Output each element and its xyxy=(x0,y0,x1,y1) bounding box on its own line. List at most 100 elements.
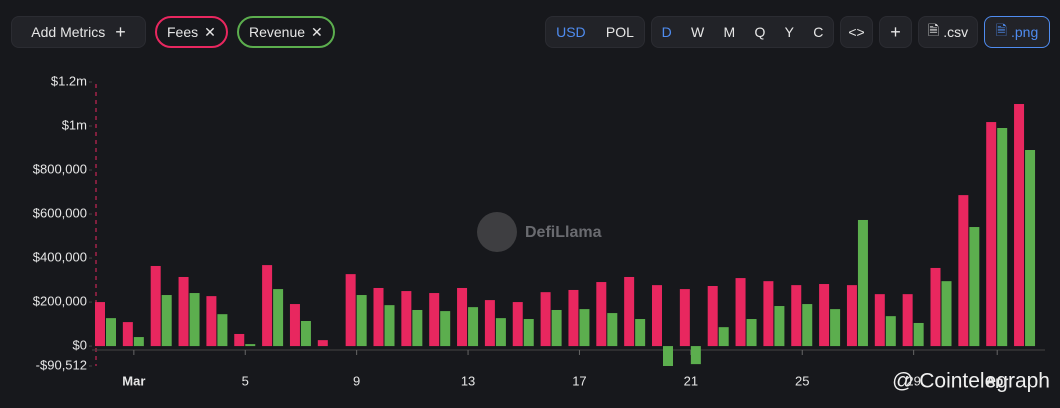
bar xyxy=(234,333,245,347)
bar xyxy=(373,287,384,347)
interval-button[interactable]: C xyxy=(813,24,824,40)
y-tick-label: $1.2m xyxy=(51,73,87,88)
bar xyxy=(1025,150,1036,347)
bar xyxy=(986,122,997,347)
legend-chip[interactable]: Fees ✕ xyxy=(155,16,228,48)
bar xyxy=(245,344,256,347)
bar xyxy=(495,318,506,347)
add-metrics-button[interactable]: Add Metrics + xyxy=(11,16,146,48)
x-tick-label: 9 xyxy=(353,373,360,388)
logo-circle xyxy=(477,212,517,252)
bar xyxy=(122,322,133,347)
bar xyxy=(568,289,579,347)
file-icon: 🗎 xyxy=(927,22,940,38)
bar xyxy=(774,306,785,347)
bar xyxy=(607,313,618,347)
bar xyxy=(206,296,217,347)
bar xyxy=(707,286,718,347)
label: + xyxy=(890,21,901,42)
bar xyxy=(345,274,356,347)
interval-button[interactable]: Q xyxy=(754,24,766,40)
bar xyxy=(690,346,701,365)
bar xyxy=(133,337,144,347)
bar xyxy=(289,304,300,347)
interval-button[interactable]: M xyxy=(723,24,736,40)
currency-button[interactable]: USD xyxy=(556,24,586,40)
x-tick-label: 29 xyxy=(906,373,920,388)
x-tick-label: Mar xyxy=(122,373,145,388)
bar xyxy=(468,307,479,347)
bar xyxy=(440,311,451,347)
label: .csv xyxy=(943,24,969,40)
bar xyxy=(846,285,857,347)
bar xyxy=(930,267,941,347)
bar xyxy=(874,294,885,347)
bar xyxy=(161,295,172,347)
interval-button[interactable]: Y xyxy=(784,24,794,40)
bar xyxy=(512,302,523,347)
bar xyxy=(663,346,673,366)
currency-button[interactable]: POL xyxy=(605,24,634,40)
y-tick-label: $0 xyxy=(73,338,87,353)
plus-icon: + xyxy=(115,21,126,42)
add-button[interactable]: + xyxy=(879,16,912,48)
x-tick-label: Apr xyxy=(986,373,1008,388)
bar xyxy=(356,295,367,347)
bar xyxy=(746,319,757,347)
bar xyxy=(523,319,534,347)
legend-label: Fees xyxy=(167,24,199,40)
legend-chip[interactable]: Revenue ✕ xyxy=(237,16,335,48)
file-icon: 🗎 xyxy=(995,22,1007,38)
bar xyxy=(412,309,423,347)
bar xyxy=(735,278,746,347)
x-tick-label: 21 xyxy=(684,373,698,388)
bar xyxy=(401,291,412,347)
bar xyxy=(802,304,813,347)
y-tick-label: $400,000 xyxy=(33,249,87,264)
bar xyxy=(300,320,311,347)
close-icon: ✕ xyxy=(311,23,323,40)
bar xyxy=(857,219,868,347)
bar xyxy=(596,282,607,347)
bar xyxy=(635,319,646,347)
interval-button[interactable]: W xyxy=(691,24,705,40)
bar xyxy=(902,294,913,347)
bar xyxy=(1014,104,1025,347)
bar xyxy=(941,281,952,347)
bar xyxy=(791,285,802,347)
bar xyxy=(106,318,116,347)
bar xyxy=(819,284,830,347)
bar xyxy=(679,289,690,347)
bar xyxy=(579,309,590,347)
bar xyxy=(885,316,896,347)
bar xyxy=(262,265,273,347)
csv-button[interactable]: 🗎 .csv xyxy=(918,16,978,48)
label: .png xyxy=(1011,24,1039,40)
bar xyxy=(457,287,468,347)
bar xyxy=(189,293,200,347)
bar xyxy=(763,281,774,347)
watermark: DefiLlama xyxy=(525,224,602,241)
bar xyxy=(830,309,841,347)
bar xyxy=(913,322,924,347)
watermark-logo xyxy=(477,212,517,252)
bar xyxy=(624,276,635,347)
legend-label: Revenue xyxy=(249,24,306,40)
y-tick-label: $200,000 xyxy=(33,294,87,309)
bar xyxy=(384,305,395,347)
y-tick-label: $800,000 xyxy=(33,161,87,176)
interval-group: D W M Q Y C xyxy=(651,16,834,48)
bar xyxy=(997,127,1008,347)
bar xyxy=(178,276,189,347)
interval-button[interactable]: D xyxy=(661,24,672,40)
bar xyxy=(540,292,551,347)
y-tick-label: $1m xyxy=(62,117,87,132)
png-button[interactable]: 🗎 .png xyxy=(984,16,1050,48)
bar xyxy=(429,293,440,347)
embed-button[interactable]: <> xyxy=(840,16,873,48)
bar xyxy=(95,302,105,347)
x-tick-label: 13 xyxy=(461,373,475,388)
toolbar: Add Metrics + Fees ✕ Revenue ✕ USD POL D W … xyxy=(0,0,1060,66)
label: Add Metrics xyxy=(31,24,106,40)
bar xyxy=(150,265,161,347)
